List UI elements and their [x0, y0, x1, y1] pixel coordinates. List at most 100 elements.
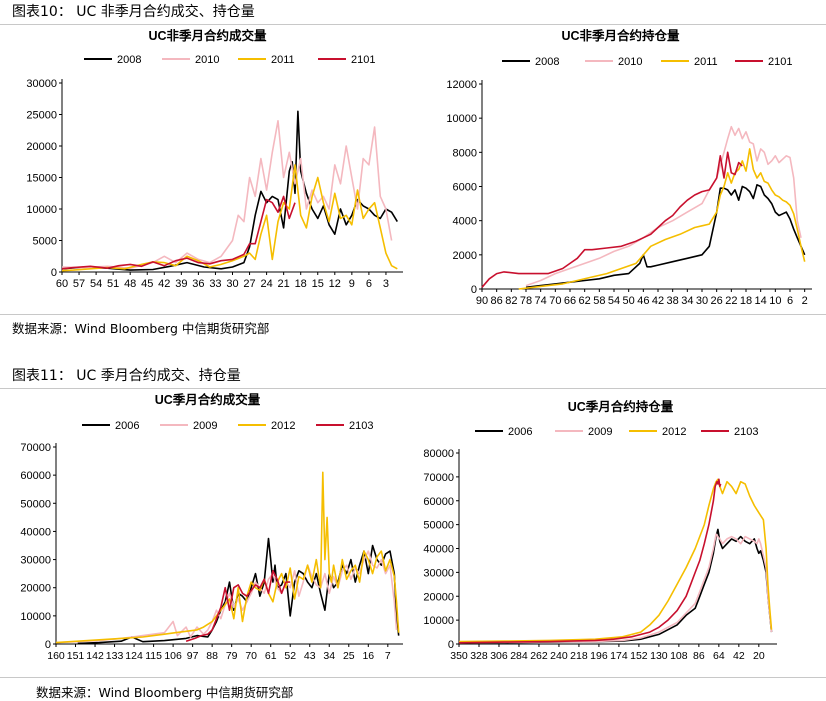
y-tick-label: 0: [45, 639, 51, 651]
chart-quarterly-volume: UC季月合约成交量 2006 2009 2012 2103 0 10000 20000 3000…: [20, 392, 403, 662]
y-tick-label: 70000: [423, 472, 454, 484]
legend-label-2011: 2011: [271, 54, 295, 66]
y-tick-label: 70000: [20, 442, 51, 454]
x-tick-label: 3: [383, 278, 389, 290]
x-tick-label: 27: [243, 278, 255, 290]
y-tick-label: 20000: [20, 583, 51, 595]
chart-nonquarterly-volume: UC非季月合约成交量 2008 2010 2011 2101 0 5000 10000 1500…: [26, 28, 403, 290]
y-tick-label: 20000: [26, 141, 57, 153]
figure-10-source: 数据来源：Wind Bloomberg 中信期货研究部: [12, 321, 270, 336]
x-tick-label: 34: [323, 650, 335, 662]
figure-10-rule: [0, 24, 826, 25]
x-tick-label: 57: [73, 278, 85, 290]
x-tick-label: 78: [520, 295, 532, 307]
x-tick-label: 54: [90, 278, 102, 290]
figure-10-title: 图表10： UC 非季月合约成交、持仓量: [12, 4, 255, 20]
x-tick-label: 58: [593, 295, 605, 307]
x-tick-label: 33: [209, 278, 221, 290]
x-tick-label: 328: [470, 650, 488, 662]
series-line-2103: [185, 570, 291, 642]
x-tick-label: 306: [490, 650, 508, 662]
y-tick-label: 10000: [423, 615, 454, 627]
x-tick-label: 39: [175, 278, 187, 290]
series-line-2010: [525, 125, 802, 287]
legend-label-2006: 2006: [508, 426, 532, 438]
y-tick-label: 15000: [26, 173, 57, 185]
x-tick-label: 133: [106, 650, 124, 662]
series-line-2008: [61, 110, 398, 271]
x-tick-label: 262: [530, 650, 548, 662]
x-tick-label: 6: [787, 295, 793, 307]
x-tick-label: 70: [245, 650, 257, 662]
figure-10-bottom-rule: [0, 314, 826, 315]
y-tick-label: 12000: [446, 79, 477, 91]
legend-label-2008: 2008: [535, 56, 559, 68]
x-tick-label: 61: [265, 650, 277, 662]
x-tick-label: 54: [608, 295, 620, 307]
x-tick-label: 46: [637, 295, 649, 307]
y-tick-label: 10000: [20, 611, 51, 623]
x-tick-label: 48: [124, 278, 136, 290]
series-line-2011: [61, 164, 398, 272]
legend-label-2012: 2012: [271, 420, 295, 432]
series-line-2012: [55, 471, 400, 644]
x-tick-label: 124: [125, 650, 143, 662]
series-line-2103: [458, 478, 722, 644]
x-tick-label: 106: [164, 650, 182, 662]
chart-title: UC季月合约持仓量: [568, 399, 674, 414]
x-tick-label: 21: [278, 278, 290, 290]
y-tick-label: 60000: [20, 470, 51, 482]
x-tick-label: 115: [145, 650, 162, 662]
x-tick-label: 52: [284, 650, 296, 662]
y-tick-label: 25000: [26, 110, 57, 122]
legend-label-2010: 2010: [618, 56, 642, 68]
y-tick-label: 10000: [446, 113, 477, 125]
x-tick-label: 174: [610, 650, 628, 662]
x-tick-label: 22: [725, 295, 737, 307]
x-tick-label: 26: [711, 295, 723, 307]
legend-label-2103: 2103: [349, 420, 373, 432]
x-tick-label: 14: [755, 295, 767, 307]
x-tick-label: 151: [67, 650, 85, 662]
y-tick-label: 60000: [423, 496, 454, 508]
x-tick-label: 42: [158, 278, 170, 290]
figure-11-bottom-rule: [0, 677, 826, 678]
x-tick-label: 62: [579, 295, 591, 307]
series-line-2010: [61, 120, 393, 269]
x-tick-label: 86: [693, 650, 705, 662]
x-tick-label: 36: [192, 278, 204, 290]
x-tick-label: 18: [740, 295, 752, 307]
x-tick-label: 42: [652, 295, 664, 307]
chart-title: UC季月合约成交量: [155, 392, 261, 407]
series-line-2008: [525, 184, 806, 289]
x-tick-label: 7: [385, 650, 391, 662]
y-tick-label: 5000: [33, 236, 57, 248]
x-tick-label: 60: [56, 278, 68, 290]
y-tick-label: 10000: [26, 204, 57, 216]
x-tick-label: 218: [570, 650, 588, 662]
x-tick-label: 2: [802, 295, 808, 307]
y-tick-label: 50000: [423, 520, 454, 532]
series-line-2101: [61, 195, 296, 270]
x-tick-label: 9: [349, 278, 355, 290]
legend-label-2006: 2006: [115, 420, 139, 432]
series-line-2011: [518, 148, 806, 290]
x-tick-label: 45: [141, 278, 153, 290]
series-line-2101: [481, 151, 743, 288]
legend-label-2009: 2009: [588, 426, 612, 438]
figure-11-rule: [0, 388, 826, 389]
x-tick-label: 20: [753, 650, 765, 662]
x-tick-label: 70: [549, 295, 561, 307]
y-tick-label: 50000: [20, 498, 51, 510]
legend-label-2012: 2012: [662, 426, 686, 438]
y-tick-label: 40000: [20, 526, 51, 538]
x-tick-label: 25: [343, 650, 355, 662]
y-tick-label: 4000: [453, 216, 477, 228]
x-tick-label: 34: [681, 295, 693, 307]
legend-label-2011: 2011: [694, 56, 718, 68]
y-tick-label: 8000: [453, 147, 477, 159]
x-tick-label: 196: [590, 650, 608, 662]
x-tick-label: 16: [362, 650, 374, 662]
x-tick-label: 6: [366, 278, 372, 290]
x-tick-label: 18: [295, 278, 307, 290]
